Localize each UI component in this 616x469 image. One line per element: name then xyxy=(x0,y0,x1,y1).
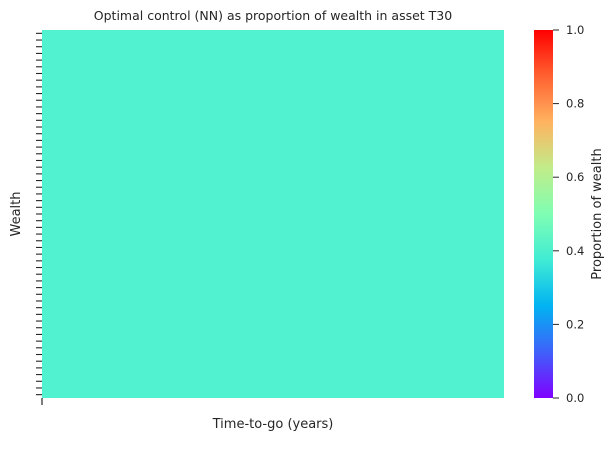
y-axis-label: Wealth xyxy=(9,191,24,236)
x-axis-label: Time-to-go (years) xyxy=(212,417,334,432)
chart-title: Optimal control (NN) as proportion of we… xyxy=(94,8,452,23)
colorbar-tick-label: 1.0 xyxy=(566,23,584,37)
colorbar-tick-label: 0.2 xyxy=(566,317,584,331)
colorbar-label: Proportion of wealth xyxy=(590,148,605,279)
colorbar-tick-label: 0.6 xyxy=(566,170,584,184)
heatmap-cell xyxy=(42,30,504,398)
colorbar xyxy=(534,30,553,398)
y-ticks xyxy=(36,32,42,396)
colorbar-tick-label: 0.4 xyxy=(566,244,584,258)
colorbar-tick-label: 0.0 xyxy=(566,391,584,405)
colorbar-ticks: 0.0 0.2 0.4 0.6 0.8 1.0 xyxy=(553,23,584,405)
colorbar-tick-label: 0.8 xyxy=(566,97,584,111)
